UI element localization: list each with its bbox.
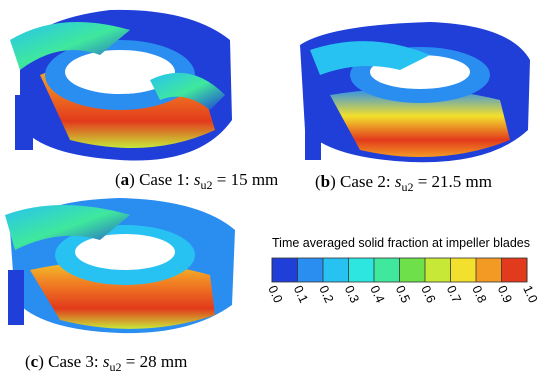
colorbar-segment	[348, 258, 375, 282]
caption-text: ) Case 2:	[330, 172, 395, 191]
panel-caption: (b) Case 2: su2 = 21.5 mm	[315, 172, 492, 194]
caption-value: = 15 mm	[212, 170, 278, 189]
colorbar: 0.0 0.1 0.2 0.3 0.4 0.5 0.6 0.7 0.8 0.9 1.0	[265, 257, 540, 305]
colorbar-tick-label: 0.2	[316, 283, 336, 305]
caption-open: (	[115, 170, 121, 189]
colorbar-tick-label: 1.0	[520, 283, 540, 305]
colorbar-title: Time averaged solid fraction at impeller…	[272, 236, 530, 250]
colorbar-segment	[374, 258, 400, 282]
colorbar-segment	[476, 258, 502, 282]
colorbar-tick-label: 0.1	[291, 283, 311, 305]
impeller-render-c	[5, 198, 235, 334]
caption-label: b	[321, 172, 330, 191]
colorbar-segment	[297, 258, 324, 282]
impeller-render-a	[10, 9, 232, 161]
colorbar-tick-label: 0.0	[265, 283, 285, 305]
caption-text: ) Case 3:	[38, 352, 103, 371]
captions: (a) Case 1: su2 = 15 mm (b) Case 2: su2 =…	[25, 170, 492, 374]
panel-caption: (c) Case 3: su2 = 28 mm	[25, 352, 187, 374]
caption-value: = 21.5 mm	[413, 172, 492, 191]
caption-subscript: u2	[401, 180, 413, 194]
caption-open: (	[25, 352, 31, 371]
colorbar-segment	[501, 258, 528, 282]
caption-open: (	[315, 172, 321, 191]
caption-value: = 28 mm	[122, 352, 188, 371]
colorbar-tick-label: 0.9	[495, 283, 515, 305]
caption-subscript: u2	[200, 178, 212, 192]
colorbar-tick-label: 0.3	[342, 283, 362, 305]
caption-symbol: s	[395, 172, 402, 191]
caption-subscript: u2	[110, 360, 122, 374]
caption-label: c	[31, 352, 39, 371]
caption-text: ) Case 1:	[129, 170, 194, 189]
colorbar-tick-label: 0.8	[469, 283, 489, 305]
colorbar-segment	[323, 258, 349, 282]
colorbar-segment	[272, 258, 298, 282]
colorbar-segment	[425, 258, 451, 282]
impeller-render-b	[300, 22, 530, 163]
caption-label: a	[121, 170, 130, 189]
panel-caption: (a) Case 1: su2 = 15 mm	[115, 170, 278, 192]
colorbar-tick-label: 0.6	[418, 283, 438, 305]
caption-symbol: s	[103, 352, 110, 371]
colorbar-segment	[450, 258, 477, 282]
caption-symbol: s	[194, 170, 201, 189]
colorbar-tick-label: 0.7	[444, 283, 464, 305]
colorbar-tick-label: 0.5	[393, 283, 413, 305]
colorbar-tick-label: 0.4	[367, 283, 387, 305]
colorbar-segment	[399, 258, 426, 282]
